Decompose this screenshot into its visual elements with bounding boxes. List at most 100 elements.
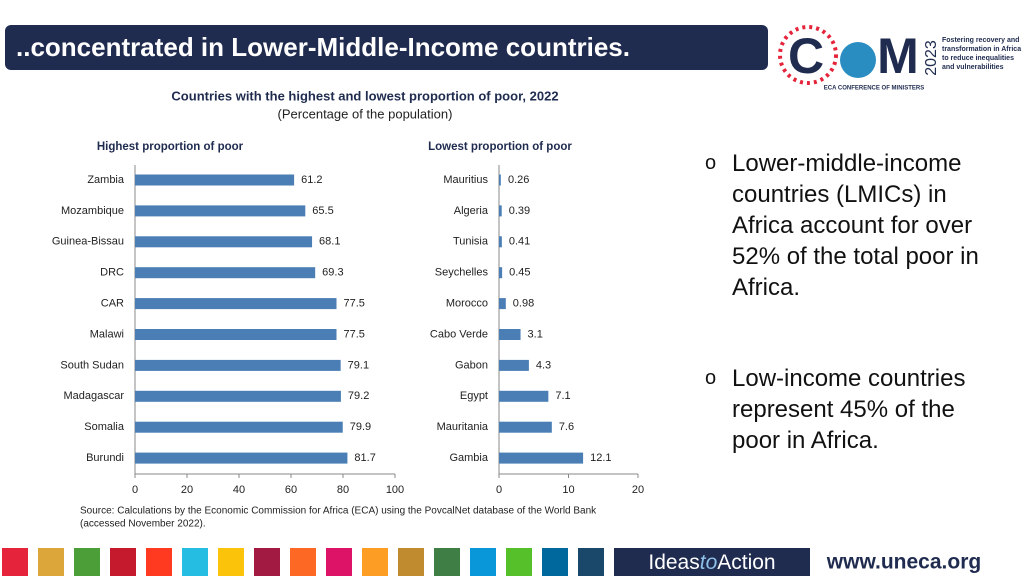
- x-tick-label: 10: [562, 484, 574, 496]
- brand-part: Ideas: [648, 551, 699, 574]
- bar: [499, 452, 584, 464]
- x-tick-label: 80: [337, 484, 349, 496]
- sdg-strip: [2, 548, 604, 576]
- y-tick-label: Gambia: [449, 452, 488, 464]
- value-label: 3.1: [528, 328, 543, 340]
- y-tick-label: Tunisia: [453, 236, 489, 248]
- brand-part: Action: [717, 551, 775, 574]
- y-tick-label: Zambia: [87, 174, 125, 186]
- y-tick-label: Algeria: [454, 205, 489, 217]
- y-tick-label: Cabo Verde: [430, 328, 488, 340]
- value-label: 0.98: [513, 298, 534, 310]
- sdg-square: [434, 548, 460, 576]
- bar: [499, 390, 549, 402]
- bar: [135, 421, 343, 433]
- figure-subtitle: (Percentage of the population): [278, 106, 453, 121]
- url: www.uneca.org: [826, 551, 981, 574]
- bar: [135, 452, 348, 464]
- bar: [499, 298, 506, 310]
- x-tick-label: 60: [285, 484, 297, 496]
- x-tick-label: 0: [132, 484, 138, 496]
- bar: [135, 329, 337, 340]
- bar: [135, 298, 337, 310]
- value-label: 7.1: [555, 390, 570, 402]
- logo-tagline: Fostering recovery and: [942, 37, 1019, 44]
- chart-title: Highest proportion of poor: [97, 141, 244, 153]
- bar: [499, 205, 502, 217]
- bar: [499, 267, 503, 279]
- bar: [499, 236, 502, 248]
- bar: [499, 359, 529, 371]
- x-tick-label: 100: [386, 484, 404, 496]
- y-tick-label: Mozambique: [61, 205, 124, 217]
- sdg-square: [398, 548, 424, 576]
- y-tick-label: South Sudan: [60, 359, 124, 371]
- y-tick-label: Burundi: [86, 452, 124, 464]
- bar: [135, 174, 295, 186]
- value-label: 0.26: [508, 174, 529, 186]
- y-tick-label: DRC: [100, 267, 124, 279]
- figure-title: Countries with the highest and lowest pr…: [171, 88, 558, 103]
- value-label: 77.5: [344, 298, 365, 310]
- sdg-square: [38, 548, 64, 576]
- logo-letter: M: [877, 28, 919, 84]
- bullet-text: Lower-middle-income countries (LMICs) in…: [732, 150, 979, 301]
- bar: [135, 205, 306, 217]
- brand-box: [614, 548, 810, 576]
- sdg-square: [578, 548, 604, 576]
- value-label: 65.5: [312, 205, 333, 217]
- value-label: 69.3: [322, 267, 343, 279]
- value-label: 79.9: [350, 421, 371, 433]
- bullet: Low-income countries represent 45% of th…: [705, 363, 995, 456]
- bar: [135, 359, 341, 371]
- y-tick-label: Somalia: [84, 421, 125, 433]
- bar: [499, 329, 521, 340]
- x-tick-label: 20: [632, 484, 644, 496]
- y-tick-label: Guinea-Bissau: [52, 236, 124, 248]
- sdg-square: [74, 548, 100, 576]
- y-tick-label: Egypt: [460, 390, 488, 402]
- value-label: 4.3: [536, 359, 551, 371]
- value-label: 0.41: [509, 236, 530, 248]
- sdg-square: [254, 548, 280, 576]
- sdg-square: [470, 548, 496, 576]
- value-label: 12.1: [590, 452, 611, 464]
- y-tick-label: Mauritius: [443, 174, 488, 186]
- value-label: 79.1: [348, 359, 369, 371]
- bullet-text: Low-income countries represent 45% of th…: [732, 365, 966, 454]
- value-label: 7.6: [559, 421, 574, 433]
- sdg-square: [542, 548, 568, 576]
- bar: [135, 267, 316, 279]
- source: Source: Calculations by the Economic Com…: [80, 506, 597, 517]
- sdg-square: [2, 548, 28, 576]
- header-title: ..concentrated in Lower-Middle-Income co…: [16, 32, 630, 62]
- y-tick-label: Mauritania: [437, 421, 489, 433]
- chart-title: Lowest proportion of poor: [428, 141, 572, 153]
- sdg-square: [290, 548, 316, 576]
- y-tick-label: Morocco: [446, 298, 488, 310]
- logo-caption: ECA CONFERENCE OF MINISTERS: [824, 86, 924, 92]
- x-tick-label: 0: [496, 484, 502, 496]
- logo-tagline: and vulnerabilities: [942, 64, 1004, 71]
- header-bar: [5, 25, 768, 70]
- brand-part: to: [700, 551, 718, 574]
- bar: [135, 390, 341, 402]
- logo-year: 2023: [923, 40, 940, 76]
- source: (accessed November 2022).: [80, 519, 206, 530]
- logo: C M 2023 ECA CONFERENCE OF MINISTERS: [778, 25, 940, 92]
- value-label: 79.2: [348, 390, 369, 402]
- value-label: 77.5: [344, 328, 365, 340]
- sdg-square: [362, 548, 388, 576]
- value-label: 0.39: [509, 205, 530, 217]
- value-label: 0.45: [509, 267, 530, 279]
- value-label: 68.1: [319, 236, 340, 248]
- value-label: 61.2: [301, 174, 322, 186]
- x-tick-label: 20: [181, 484, 193, 496]
- value-label: 81.7: [354, 452, 375, 464]
- sdg-square: [146, 548, 172, 576]
- y-tick-label: CAR: [101, 298, 124, 310]
- sdg-square: [506, 548, 532, 576]
- y-tick-label: Seychelles: [435, 267, 489, 279]
- y-tick-label: Gabon: [455, 359, 488, 371]
- bar: [499, 174, 501, 186]
